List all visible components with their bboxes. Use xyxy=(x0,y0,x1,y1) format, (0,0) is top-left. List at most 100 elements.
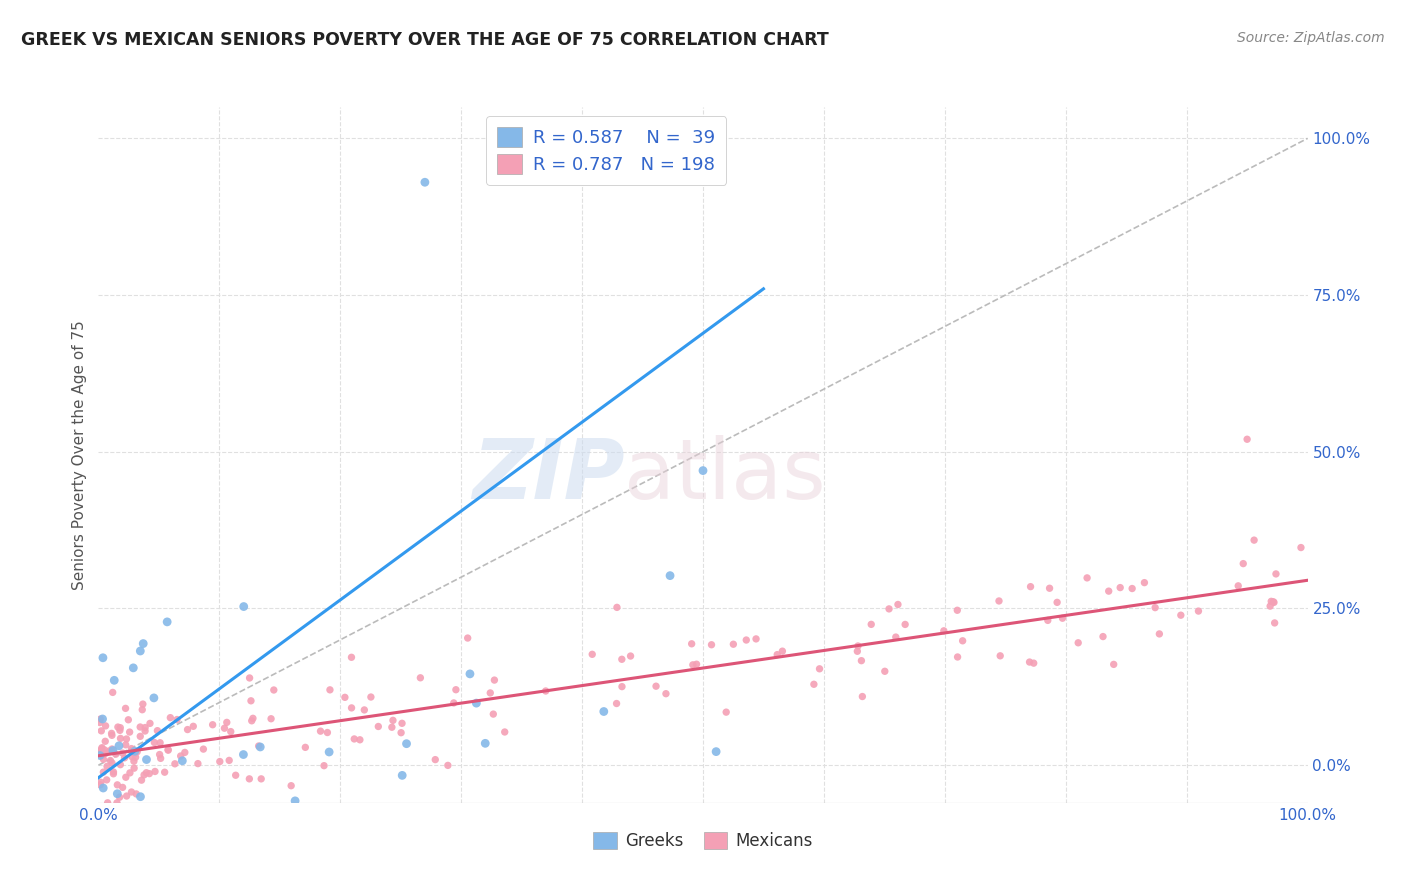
Point xyxy=(91,780,114,795)
Point xyxy=(143,764,166,779)
Point xyxy=(803,677,825,691)
Point xyxy=(367,719,389,733)
Point xyxy=(100,726,122,740)
Point xyxy=(157,742,180,756)
Point xyxy=(606,697,628,711)
Point xyxy=(474,736,496,750)
Point xyxy=(381,714,404,728)
Point xyxy=(114,738,136,752)
Point xyxy=(1022,656,1045,670)
Point xyxy=(104,747,127,761)
Point xyxy=(247,739,270,753)
Point xyxy=(159,711,181,725)
Point xyxy=(877,602,900,616)
Point xyxy=(1121,582,1143,596)
Point xyxy=(219,724,242,739)
Point xyxy=(682,657,704,672)
Point xyxy=(1018,655,1040,669)
Point xyxy=(1109,581,1132,595)
Point xyxy=(186,802,208,816)
Point xyxy=(101,742,124,756)
Point xyxy=(1036,613,1059,627)
Point xyxy=(988,594,1011,608)
Point xyxy=(132,636,155,650)
Point xyxy=(118,725,141,739)
Point xyxy=(482,707,505,722)
Point xyxy=(479,686,502,700)
Point xyxy=(129,644,152,658)
Point xyxy=(391,716,413,731)
Point xyxy=(659,568,682,582)
Point xyxy=(655,687,678,701)
Point xyxy=(135,765,157,780)
Text: Source: ZipAtlas.com: Source: ZipAtlas.com xyxy=(1237,31,1385,45)
Point xyxy=(105,787,128,801)
Point xyxy=(1052,611,1074,625)
Point xyxy=(360,690,382,704)
Point xyxy=(1227,579,1250,593)
Point xyxy=(153,765,176,780)
Point xyxy=(606,600,628,615)
Point xyxy=(465,696,488,710)
Point xyxy=(413,175,436,189)
Point xyxy=(124,750,146,764)
Point xyxy=(318,745,340,759)
Point xyxy=(685,657,707,672)
Point xyxy=(232,747,254,762)
Point xyxy=(96,772,118,787)
Point xyxy=(1019,580,1042,594)
Point xyxy=(700,638,723,652)
Point xyxy=(946,650,969,665)
Point xyxy=(735,633,758,648)
Point xyxy=(645,679,668,693)
Point xyxy=(96,759,118,773)
Point xyxy=(103,766,125,780)
Point xyxy=(117,713,139,727)
Point xyxy=(114,701,136,715)
Point xyxy=(179,802,201,816)
Point xyxy=(134,721,156,735)
Point xyxy=(1265,566,1288,581)
Point xyxy=(946,603,969,617)
Point xyxy=(249,739,271,754)
Point xyxy=(94,747,117,761)
Point xyxy=(101,756,124,770)
Point xyxy=(132,768,155,782)
Point xyxy=(132,697,155,711)
Point xyxy=(494,725,516,739)
Point xyxy=(120,744,142,758)
Point xyxy=(458,666,481,681)
Point xyxy=(122,761,145,775)
Point xyxy=(1133,575,1156,590)
Point xyxy=(860,617,883,632)
Point xyxy=(260,712,283,726)
Point xyxy=(294,740,316,755)
Point xyxy=(176,723,198,737)
Point xyxy=(149,751,172,765)
Point xyxy=(181,719,204,733)
Point xyxy=(218,753,240,767)
Point xyxy=(610,652,633,666)
Point xyxy=(1098,584,1121,599)
Text: atlas: atlas xyxy=(624,435,827,516)
Point xyxy=(610,680,633,694)
Point xyxy=(333,690,356,705)
Point xyxy=(125,787,148,801)
Point xyxy=(1289,541,1312,555)
Point xyxy=(129,730,152,744)
Point xyxy=(437,758,460,772)
Point xyxy=(94,734,117,748)
Point xyxy=(105,778,128,792)
Point xyxy=(101,685,124,699)
Point xyxy=(122,661,145,675)
Point xyxy=(187,756,209,771)
Point xyxy=(704,745,727,759)
Point xyxy=(101,728,124,742)
Point xyxy=(135,753,157,767)
Point xyxy=(134,724,156,739)
Point xyxy=(101,743,124,757)
Point xyxy=(391,768,413,782)
Point xyxy=(98,754,121,768)
Point xyxy=(166,713,188,727)
Point xyxy=(1046,595,1069,609)
